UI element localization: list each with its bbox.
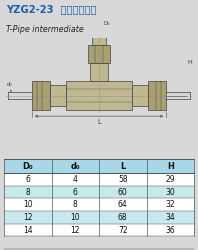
Text: 12: 12 [23, 213, 32, 222]
Text: d₀: d₀ [70, 162, 80, 171]
Text: H: H [187, 60, 192, 65]
Text: 14: 14 [23, 226, 32, 234]
Bar [32, 81, 50, 110]
Text: T-Pipe intermediate: T-Pipe intermediate [6, 26, 84, 35]
Bar [95, 30, 103, 35]
Text: www.coolvee.com: www.coolvee.com [77, 83, 121, 88]
Text: 72: 72 [118, 226, 128, 234]
Bar [90, 63, 108, 81]
Bar [148, 81, 166, 110]
Text: 29: 29 [166, 175, 175, 184]
Text: D₀: D₀ [104, 21, 110, 26]
Text: L: L [120, 162, 125, 171]
Text: d₀: d₀ [7, 82, 13, 86]
Text: 12: 12 [70, 226, 80, 234]
Bar [4, 198, 194, 211]
Text: 8: 8 [25, 188, 30, 196]
Bar [4, 173, 194, 186]
Bar [88, 45, 110, 63]
Text: 10: 10 [70, 213, 80, 222]
Text: 60: 60 [118, 188, 128, 196]
Text: 34: 34 [165, 213, 175, 222]
Text: 58: 58 [118, 175, 128, 184]
Text: 6: 6 [73, 188, 78, 196]
Bar [4, 186, 194, 198]
Text: 64: 64 [118, 200, 128, 209]
Text: 10: 10 [23, 200, 32, 209]
Text: L: L [97, 119, 101, 125]
Text: D₀: D₀ [22, 162, 33, 171]
Bar [50, 85, 66, 106]
Bar [4, 224, 194, 236]
Bar [4, 160, 194, 173]
Text: 32: 32 [166, 200, 175, 209]
Text: 68: 68 [118, 213, 128, 222]
Bar [132, 85, 148, 106]
Text: YZG2-23  三通中间接头: YZG2-23 三通中间接头 [6, 4, 96, 15]
Text: 30: 30 [165, 188, 175, 196]
Bar [4, 211, 194, 224]
Text: 8: 8 [73, 200, 78, 209]
Bar [66, 81, 132, 110]
Text: 36: 36 [165, 226, 175, 234]
Text: 4: 4 [73, 175, 78, 184]
Text: H: H [167, 162, 174, 171]
Bar [92, 35, 106, 45]
Text: 6: 6 [25, 175, 30, 184]
